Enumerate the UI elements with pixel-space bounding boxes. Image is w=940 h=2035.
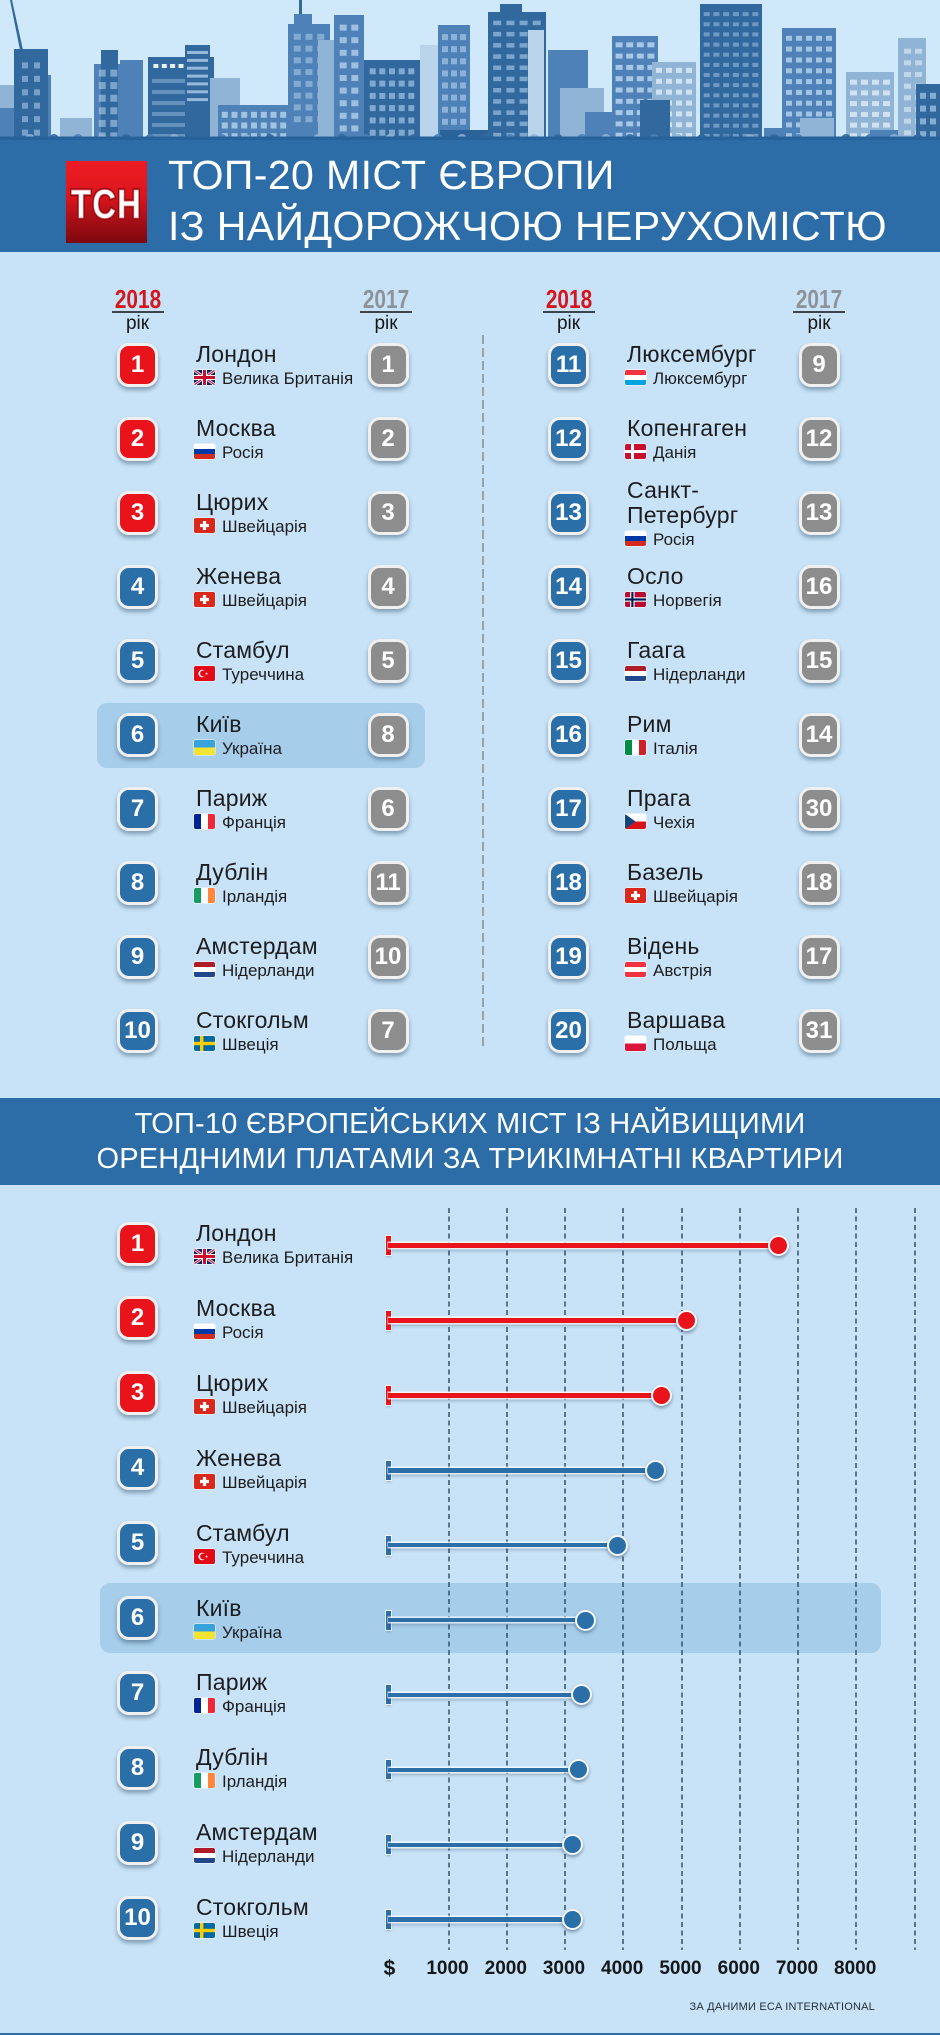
svg-text:ТСН: ТСН [71,180,142,226]
svg-text:ТСН: ТСН [71,180,142,226]
